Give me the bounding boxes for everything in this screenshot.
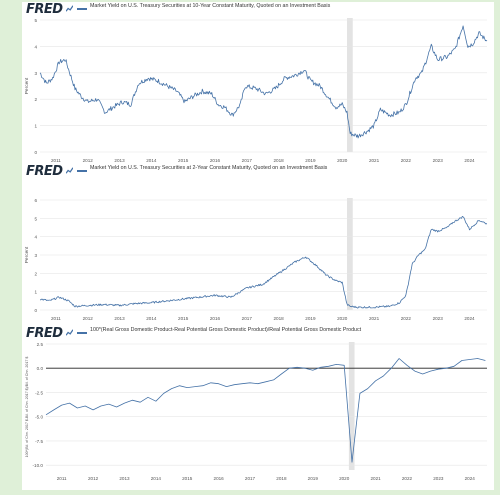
x-tick-label: 2023 bbox=[433, 158, 444, 163]
x-tick-label: 2015 bbox=[182, 476, 193, 481]
series-line bbox=[39, 25, 488, 139]
x-tick-label: 2013 bbox=[114, 158, 125, 163]
x-tick-label: 2022 bbox=[402, 476, 413, 481]
fred-logo: FRED bbox=[26, 326, 63, 341]
x-tick-label: 2015 bbox=[178, 316, 189, 321]
y-tick-label: 0 bbox=[34, 150, 37, 155]
x-tick-label: 2017 bbox=[245, 476, 256, 481]
legend-swatch bbox=[77, 8, 87, 10]
line-chart-10-year: 0 1 2 3 4 5 2011 2012 2013 2014 2015 2016 2017 2018 20… bbox=[24, 18, 488, 163]
x-tick-label: 2023 bbox=[433, 316, 444, 321]
y-tick-label: 1 bbox=[34, 124, 37, 129]
panel-10-year-yield: FRED Market Yield on U.S. Treasury Secur… bbox=[22, 2, 494, 163]
x-tick-label: 2016 bbox=[210, 158, 221, 163]
x-tick-label: 2011 bbox=[51, 316, 61, 321]
x-tick-label: 2011 bbox=[57, 476, 67, 481]
fred-logo: FRED bbox=[26, 2, 63, 17]
chart-title: 100*(Real Gross Domestic Product-Real Po… bbox=[90, 327, 362, 333]
x-tick-label: 2014 bbox=[146, 158, 157, 163]
x-tick-label: 2011 bbox=[51, 158, 61, 163]
y-tick-label: 3 bbox=[34, 71, 37, 76]
recession-band bbox=[347, 18, 353, 152]
x-tick-label: 2014 bbox=[151, 476, 162, 481]
x-tick-label: 2013 bbox=[119, 476, 130, 481]
x-tick-label: 2022 bbox=[401, 316, 412, 321]
legend-swatch bbox=[77, 170, 87, 172]
line-chart-output-gap: 2.5 0.0 -2.5 -5.0 -7.5 -10.0 2011 2012 2013 2014 2… bbox=[25, 342, 487, 481]
y-tick-label: -2.5 bbox=[35, 390, 43, 395]
chart-title: Market Yield on U.S. Treasury Securities… bbox=[90, 3, 331, 9]
fred-chart-icon bbox=[66, 329, 73, 336]
x-tick-label: 2019 bbox=[305, 316, 316, 321]
x-tick-label: 2018 bbox=[273, 316, 284, 321]
x-tick-label: 2016 bbox=[210, 316, 221, 321]
y-tick-label: 6 bbox=[34, 198, 37, 203]
fred-dashboard: FRED Market Yield on U.S. Treasury Secur… bbox=[22, 2, 494, 490]
panel-2-year-yield: FRED Market Yield on U.S. Treasury Secur… bbox=[22, 164, 494, 324]
series-line bbox=[45, 358, 486, 463]
x-tick-label: 2020 bbox=[339, 476, 350, 481]
y-axis-label: Percent bbox=[24, 77, 30, 94]
x-tick-label: 2022 bbox=[401, 158, 412, 163]
y-tick-label: -10.0 bbox=[33, 463, 44, 468]
x-tick-label: 2017 bbox=[242, 316, 253, 321]
x-tick-label: 2018 bbox=[276, 476, 287, 481]
y-tick-label: 4 bbox=[34, 44, 37, 49]
y-tick-label: -5.0 bbox=[35, 415, 43, 420]
fred-chart-icon bbox=[66, 5, 73, 12]
line-chart-2-year: 0 1 2 3 4 5 6 2011 2012 2013 2014 2015 2016 2017 2018 2… bbox=[24, 198, 488, 321]
y-axis-label: Percent bbox=[24, 246, 30, 263]
y-tick-label: 0.0 bbox=[37, 366, 44, 371]
x-tick-label: 2021 bbox=[369, 158, 380, 163]
x-tick-label: 2012 bbox=[83, 158, 94, 163]
y-tick-label: 0 bbox=[34, 308, 37, 313]
y-tick-label: 4 bbox=[34, 235, 37, 240]
y-tick-label: -7.5 bbox=[35, 439, 43, 444]
fred-logo: FRED bbox=[26, 164, 63, 179]
x-tick-label: 2015 bbox=[178, 158, 189, 163]
x-tick-label: 2023 bbox=[433, 476, 444, 481]
fred-chart-icon bbox=[66, 167, 73, 174]
y-tick-label: 2 bbox=[34, 271, 37, 276]
x-tick-label: 2021 bbox=[369, 316, 380, 321]
x-tick-label: 2020 bbox=[337, 316, 348, 321]
x-tick-label: 2020 bbox=[337, 158, 348, 163]
x-tick-label: 2016 bbox=[214, 476, 225, 481]
series-line bbox=[40, 216, 488, 309]
x-tick-label: 2012 bbox=[88, 476, 99, 481]
x-tick-label: 2017 bbox=[242, 158, 253, 163]
y-tick-label: 5 bbox=[34, 216, 37, 221]
y-tick-label: 2.5 bbox=[37, 342, 44, 347]
x-tick-label: 2014 bbox=[146, 316, 157, 321]
y-tick-label: 3 bbox=[34, 253, 37, 258]
y-tick-label: 5 bbox=[34, 18, 37, 23]
x-tick-label: 2024 bbox=[464, 158, 475, 163]
x-tick-label: 2024 bbox=[464, 316, 475, 321]
y-axis-label: 100*(Bil. of Chn. 2017 $-Bil. of Chn. 20… bbox=[25, 357, 29, 458]
x-tick-label: 2021 bbox=[370, 476, 381, 481]
y-tick-label: 2 bbox=[34, 97, 37, 102]
chart-title: Market Yield on U.S. Treasury Securities… bbox=[90, 165, 328, 171]
legend-swatch bbox=[77, 332, 87, 334]
x-tick-label: 2019 bbox=[305, 158, 316, 163]
recession-band bbox=[347, 198, 353, 310]
x-tick-label: 2013 bbox=[114, 316, 125, 321]
x-tick-label: 2019 bbox=[308, 476, 319, 481]
recession-band bbox=[348, 342, 355, 470]
y-tick-label: 1 bbox=[34, 290, 37, 295]
x-tick-label: 2018 bbox=[273, 158, 284, 163]
x-tick-label: 2024 bbox=[465, 476, 476, 481]
x-tick-label: 2012 bbox=[83, 316, 94, 321]
panel-output-gap: FRED 100*(Real Gross Domestic Product-Re… bbox=[22, 326, 494, 490]
